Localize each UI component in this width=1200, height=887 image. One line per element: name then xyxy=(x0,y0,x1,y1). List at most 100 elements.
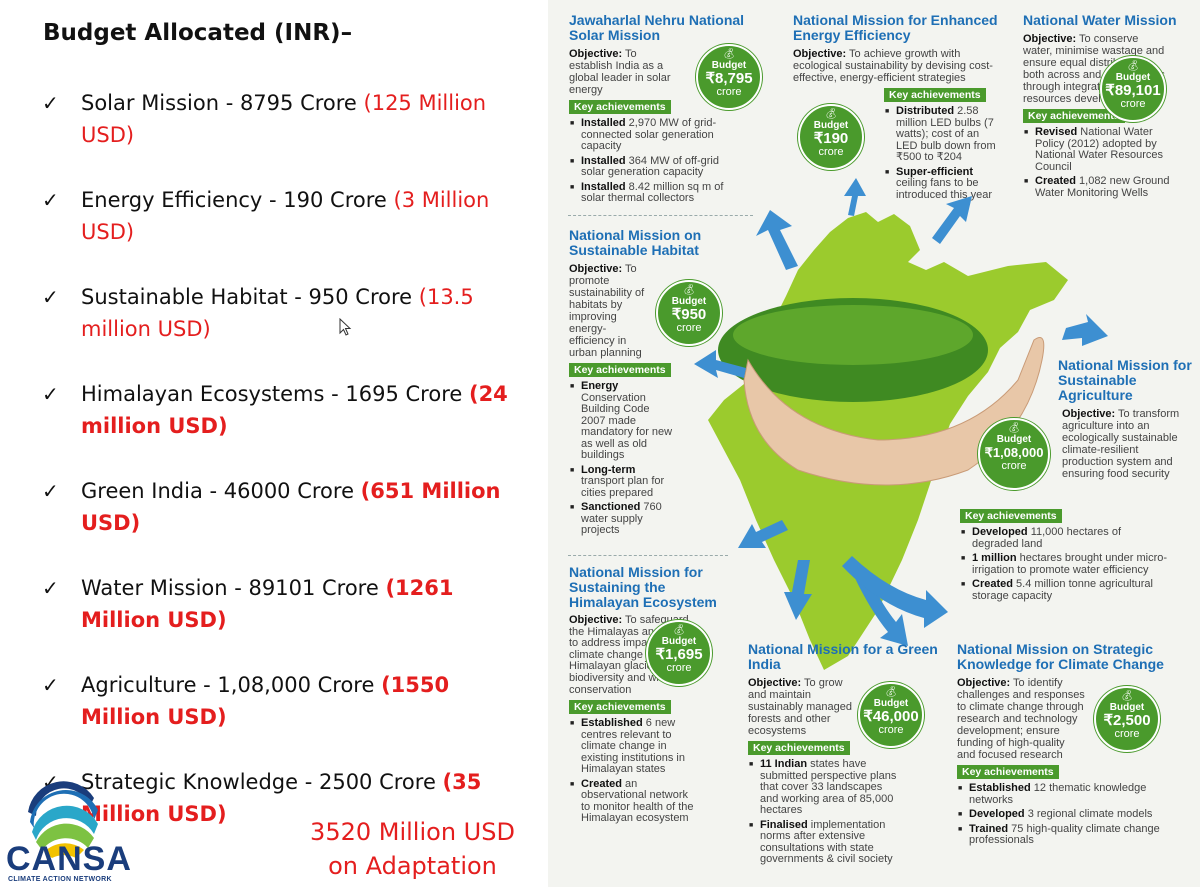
mission-green-india: National Mission for a Green India Objec… xyxy=(748,642,938,869)
money-bag-icon: 💰︎ xyxy=(682,285,696,296)
mission-objective: Objective: To establish India as a globa… xyxy=(569,48,671,96)
achievement-item: Established 6 new centres relevant to cl… xyxy=(569,717,694,776)
achievement-item: Long-term transport plan for cities prep… xyxy=(569,464,673,500)
cansa-logo xyxy=(28,781,98,858)
budget-badge-efficiency: 💰︎ Budget ₹190 crore xyxy=(798,104,864,170)
achievements-list: Installed 2,970 MW of grid-connected sol… xyxy=(569,117,744,205)
mission-himalayan: National Mission for Sustaining the Hima… xyxy=(569,565,739,828)
money-bag-icon: 💰︎ xyxy=(1126,61,1140,72)
key-achievements-label: Key achievements xyxy=(748,741,850,755)
checkmark-icon: ✓ xyxy=(42,673,59,697)
budget-badge-green-india: 💰︎ Budget ₹46,000 crore xyxy=(858,682,924,748)
mission-objective: Objective: To transform agriculture into… xyxy=(1062,408,1180,480)
budget-item-text: Agriculture - 1,08,000 Crore xyxy=(81,673,382,697)
key-achievements-label: Key achievements xyxy=(884,88,986,102)
budget-badge-knowledge: 💰︎ Budget ₹2,500 crore xyxy=(1094,686,1160,752)
budget-item-usd: (1550 Million USD) xyxy=(81,673,450,729)
key-achievements-label: Key achievements xyxy=(957,765,1059,779)
achievement-item: Finalised implementation norms after ext… xyxy=(748,819,898,866)
achievement-item: Revised National Water Policy (2012) ado… xyxy=(1023,126,1173,173)
budget-badge-water: 💰︎ Budget ₹89,101 crore xyxy=(1100,56,1166,122)
money-bag-icon: 💰︎ xyxy=(1007,423,1021,434)
budget-item-knowledge: ✓ Strategic Knowledge - 2500 Crore (35 M… xyxy=(42,766,522,830)
mission-agriculture-achievements: Key achievements Developed 11,000 hectar… xyxy=(960,505,1180,605)
budget-item-usd: (13.5 million USD) xyxy=(81,285,474,341)
cansa-logo-subtext: CLIMATE ACTION NETWORK xyxy=(8,876,112,883)
money-bag-icon: 💰︎ xyxy=(722,49,736,60)
mission-title: National Mission for Sustainable Agricul… xyxy=(1058,357,1192,403)
budget-item-text: Strategic Knowledge - 2500 Crore xyxy=(81,770,443,794)
mission-agriculture: National Mission for Sustainable Agricul… xyxy=(1058,358,1198,403)
mission-habitat: National Mission on Sustainable Habitat … xyxy=(569,228,729,540)
budget-item-energy-efficiency: ✓ Energy Efficiency - 190 Crore (3 Milli… xyxy=(42,184,522,248)
budget-item-usd: (651 Million USD) xyxy=(81,479,501,535)
budget-item-text: Water Mission - 89101 Crore xyxy=(81,576,386,600)
mission-knowledge: National Mission on Strategic Knowledge … xyxy=(957,642,1192,850)
budget-item-usd: (24 million USD) xyxy=(81,382,508,438)
mission-title: National Water Mission xyxy=(1023,12,1177,28)
mission-agriculture-objective: Objective: To transform agriculture into… xyxy=(1062,408,1197,480)
money-bag-icon: 💰︎ xyxy=(672,625,686,636)
budget-item-solar: ✓ Solar Mission - 8795 Crore (125 Millio… xyxy=(42,87,522,151)
budget-item-text: Energy Efficiency - 190 Crore xyxy=(81,188,394,212)
budget-badge-agriculture: 💰︎ Budget ₹1,08,000 crore xyxy=(978,418,1050,490)
key-achievements-label: Key achievements xyxy=(1023,109,1125,123)
adaptation-total: 3520 Million USD on Adaptation xyxy=(300,815,525,883)
achievement-item: Established 12 thematic knowledge networ… xyxy=(957,782,1177,806)
budget-item-text: Himalayan Ecosystems - 1695 Crore xyxy=(81,382,469,406)
achievements-list: Distributed 2.58 million LED bulbs (7 wa… xyxy=(884,105,1002,201)
mission-title: Jawaharlal Nehru National Solar Mission xyxy=(569,12,745,43)
mouse-cursor-icon xyxy=(339,318,352,336)
key-achievements-label: Key achievements xyxy=(569,363,671,377)
achievements-list: 11 Indian states have submitted perspect… xyxy=(748,758,898,866)
budget-item-green-india: ✓ Green India - 46000 Crore (651 Million… xyxy=(42,475,522,539)
budget-item-text: Solar Mission - 8795 Crore xyxy=(81,91,364,115)
achievement-item: Developed 3 regional climate models xyxy=(957,808,1177,821)
budget-slide: Budget Allocated (INR)– ✓ Solar Mission … xyxy=(0,0,548,887)
budget-item-text: Green India - 46000 Crore xyxy=(81,479,361,503)
budget-item-usd: (1261 Million USD) xyxy=(81,576,454,632)
achievement-item: Installed 2,970 MW of grid-connected sol… xyxy=(569,117,744,153)
checkmark-icon: ✓ xyxy=(42,479,59,503)
checkmark-icon: ✓ xyxy=(42,91,59,115)
mission-title: National Mission on Strategic Knowledge … xyxy=(957,641,1164,672)
mission-title: National Mission on Sustainable Habitat xyxy=(569,227,702,258)
arrow-icons xyxy=(694,178,1108,646)
budget-badge-solar: 💰︎ Budget ₹8,795 crore xyxy=(696,44,762,110)
slide-heading: Budget Allocated (INR)– xyxy=(43,20,353,46)
checkmark-icon: ✓ xyxy=(42,576,59,600)
divider xyxy=(568,555,728,556)
budget-item-water: ✓ Water Mission - 89101 Crore (1261 Mill… xyxy=(42,572,522,636)
achievement-item: Energy Conservation Building Code 2007 m… xyxy=(569,380,673,462)
key-achievements-label: Key achievements xyxy=(569,700,671,715)
divider xyxy=(568,215,753,216)
achievement-item: 11 Indian states have submitted perspect… xyxy=(748,758,898,817)
missions-infographic: Jawaharlal Nehru National Solar Mission … xyxy=(548,0,1200,887)
achievements-list: Revised National Water Policy (2012) ado… xyxy=(1023,126,1173,199)
achievement-item: Sanctioned 760 water supply projects xyxy=(569,501,673,537)
achievement-item: Trained 75 high-quality climate change p… xyxy=(957,823,1177,847)
hand-illustration xyxy=(743,337,1045,486)
budget-item-usd: (125 Million USD) xyxy=(81,91,487,147)
achievements-list: Developed 11,000 hectares of degraded la… xyxy=(960,526,1170,602)
money-bag-icon: 💰︎ xyxy=(1120,691,1134,702)
achievements-list: Established 12 thematic knowledge networ… xyxy=(957,782,1177,847)
achievements-list: Established 6 new centres relevant to cl… xyxy=(569,717,694,825)
money-bag-icon: 💰︎ xyxy=(824,109,838,120)
key-achievements-label: Key achievements xyxy=(569,100,671,114)
adaptation-total-line1: 3520 Million USD xyxy=(310,818,515,846)
budget-item-himalayan: ✓ Himalayan Ecosystems - 1695 Crore (24 … xyxy=(42,378,522,442)
mission-objective: Objective: To promote sustainability of … xyxy=(569,263,645,359)
budget-item-usd: (3 Million USD) xyxy=(81,188,490,244)
achievement-item: Created 5.4 million tonne agricultural s… xyxy=(960,578,1170,602)
india-map-illustration xyxy=(694,178,1108,670)
mission-title: National Mission for Sustaining the Hima… xyxy=(569,564,717,610)
budget-item-habitat: ✓ Sustainable Habitat - 950 Crore (13.5 … xyxy=(42,281,522,345)
budget-badge-habitat: 💰︎ Budget ₹950 crore xyxy=(656,280,722,346)
achievement-item: Installed 364 MW of off-grid solar gener… xyxy=(569,155,744,179)
mission-energy-efficiency: National Mission for Enhanced Energy Eff… xyxy=(793,13,1008,204)
achievement-item: Created an observational network to moni… xyxy=(569,778,694,825)
checkmark-icon: ✓ xyxy=(42,382,59,406)
checkmark-icon: ✓ xyxy=(42,188,59,212)
checkmark-icon: ✓ xyxy=(42,285,59,309)
